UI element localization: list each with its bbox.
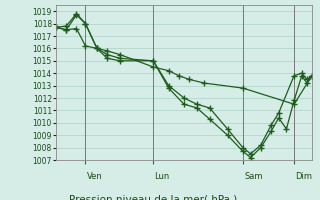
Text: Pression niveau de la mer( hPa ): Pression niveau de la mer( hPa ) [69,194,237,200]
Text: Lun: Lun [155,172,170,181]
Text: Sam: Sam [244,172,263,181]
Text: Dim: Dim [295,172,312,181]
Text: Ven: Ven [87,172,102,181]
